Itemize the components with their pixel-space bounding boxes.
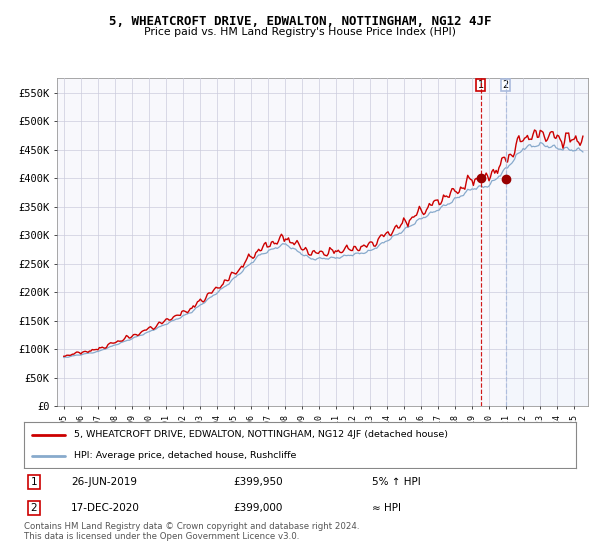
Text: ≈ HPI: ≈ HPI: [372, 503, 401, 513]
Text: 5, WHEATCROFT DRIVE, EDWALTON, NOTTINGHAM, NG12 4JF (detached house): 5, WHEATCROFT DRIVE, EDWALTON, NOTTINGHA…: [74, 430, 448, 439]
Bar: [506, 78, 588, 406]
Text: Price paid vs. HM Land Registry's House Price Index (HPI): Price paid vs. HM Land Registry's House …: [144, 27, 456, 37]
Text: 1: 1: [478, 80, 484, 90]
Text: 2: 2: [31, 503, 37, 513]
Text: 1: 1: [31, 477, 37, 487]
Text: HPI: Average price, detached house, Rushcliffe: HPI: Average price, detached house, Rush…: [74, 451, 296, 460]
Text: 2: 2: [503, 80, 509, 90]
Text: 5% ↑ HPI: 5% ↑ HPI: [372, 477, 421, 487]
Text: 17-DEC-2020: 17-DEC-2020: [71, 503, 140, 513]
Text: £399,000: £399,000: [234, 503, 283, 513]
Text: 26-JUN-2019: 26-JUN-2019: [71, 477, 137, 487]
Text: 5, WHEATCROFT DRIVE, EDWALTON, NOTTINGHAM, NG12 4JF: 5, WHEATCROFT DRIVE, EDWALTON, NOTTINGHA…: [109, 15, 491, 27]
Text: Contains HM Land Registry data © Crown copyright and database right 2024.
This d: Contains HM Land Registry data © Crown c…: [24, 522, 359, 542]
Text: £399,950: £399,950: [234, 477, 283, 487]
